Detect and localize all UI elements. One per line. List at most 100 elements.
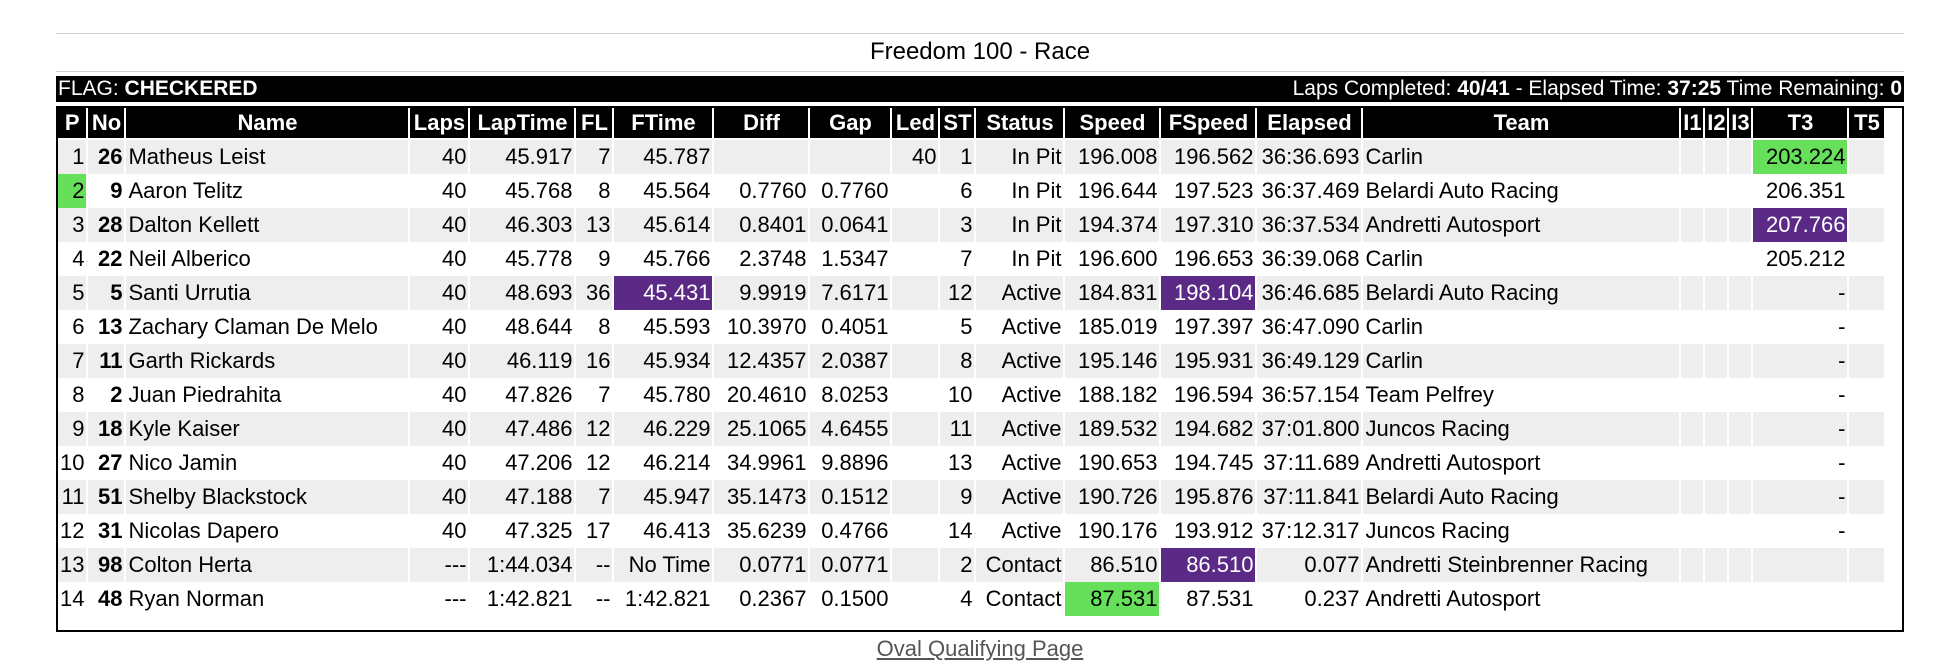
cell-laptime: 48.644 — [470, 310, 575, 344]
cell-led — [892, 378, 939, 412]
column-header-diff: Diff — [714, 108, 809, 140]
cell-led — [892, 480, 939, 514]
cell-i3 — [1729, 242, 1752, 276]
cell-i3 — [1729, 378, 1752, 412]
cell-speed: 189.532 — [1065, 412, 1160, 446]
cell-ftime: 45.766 — [614, 242, 713, 276]
cell-no: 13 — [88, 310, 125, 344]
cell-t3: - — [1753, 310, 1848, 344]
cell-laptime: 47.188 — [470, 480, 575, 514]
flag-status-bar: FLAG: CHECKERED Laps Completed: 40/41 - … — [56, 76, 1904, 102]
cell-elapsed: 36:49.129 — [1257, 344, 1362, 378]
cell-i3 — [1729, 276, 1752, 310]
cell-speed: 190.653 — [1065, 446, 1160, 480]
cell-t5 — [1849, 276, 1885, 310]
cell-laptime: 47.486 — [470, 412, 575, 446]
cell-name: Aaron Telitz — [126, 174, 409, 208]
cell-t3: - — [1753, 378, 1848, 412]
cell-status: Active — [976, 378, 1064, 412]
elapsed-label: - Elapsed Time: — [1509, 77, 1662, 100]
column-header-name: Name — [126, 108, 409, 140]
laps-label: Laps Completed: — [1292, 77, 1452, 100]
cell-ftime: 45.947 — [614, 480, 713, 514]
cell-i1 — [1681, 344, 1704, 378]
cell-p: 10 — [58, 446, 87, 480]
cell-i3 — [1729, 582, 1752, 616]
cell-name: Ryan Norman — [126, 582, 409, 616]
cell-t3 — [1753, 582, 1848, 616]
cell-st: 2 — [940, 548, 975, 582]
flag-label: FLAG: — [58, 77, 119, 100]
cell-elapsed: 37:11.689 — [1257, 446, 1362, 480]
cell-fl: 7 — [576, 480, 613, 514]
cell-name: Nicolas Dapero — [126, 514, 409, 548]
cell-led — [892, 548, 939, 582]
cell-fl: 12 — [576, 446, 613, 480]
cell-fl: 16 — [576, 344, 613, 378]
table-row: 14 48 Ryan Norman --- 1:42.821 -- 1:42.821 0.23… — [58, 582, 1885, 616]
cell-fspeed: 194.682 — [1161, 412, 1256, 446]
title-rule — [56, 71, 1904, 72]
cell-i2 — [1705, 582, 1728, 616]
cell-i3 — [1729, 208, 1752, 242]
cell-laps: --- — [410, 582, 469, 616]
race-progress: Laps Completed: 40/41 - Elapsed Time: 37… — [1293, 76, 1902, 102]
cell-ftime: 45.787 — [614, 140, 713, 174]
cell-laptime: 47.826 — [470, 378, 575, 412]
cell-name: Juan Piedrahita — [126, 378, 409, 412]
cell-status: Active — [976, 310, 1064, 344]
cell-fl: -- — [576, 548, 613, 582]
table-row: 5 5 Santi Urrutia 40 48.693 36 45.431 9.9919 7.6… — [58, 276, 1885, 310]
oval-qualifying-link[interactable]: Oval Qualifying Page — [876, 636, 1084, 661]
cell-diff: 35.1473 — [714, 480, 809, 514]
cell-status: Active — [976, 514, 1064, 548]
cell-t5 — [1849, 582, 1885, 616]
cell-elapsed: 36:37.534 — [1257, 208, 1362, 242]
cell-laptime: 46.303 — [470, 208, 575, 242]
cell-i1 — [1681, 378, 1704, 412]
cell-status: In Pit — [976, 140, 1064, 174]
cell-laps: --- — [410, 548, 469, 582]
cell-name: Neil Alberico — [126, 242, 409, 276]
table-row: 1 26 Matheus Leist 40 45.917 7 45.787 40 1 In Pit… — [58, 140, 1885, 174]
cell-laps: 40 — [410, 378, 469, 412]
column-header-team: Team — [1363, 108, 1680, 140]
cell-laps: 40 — [410, 344, 469, 378]
column-header-fspeed: FSpeed — [1161, 108, 1256, 140]
table-row: 3 28 Dalton Kellett 40 46.303 13 45.614 0.8401 0… — [58, 208, 1885, 242]
cell-gap: 7.6171 — [810, 276, 891, 310]
cell-led — [892, 582, 939, 616]
cell-ftime: 45.564 — [614, 174, 713, 208]
cell-i2 — [1705, 548, 1728, 582]
cell-diff: 35.6239 — [714, 514, 809, 548]
cell-laps: 40 — [410, 140, 469, 174]
cell-led — [892, 310, 939, 344]
cell-st: 14 — [940, 514, 975, 548]
cell-laptime: 45.778 — [470, 242, 575, 276]
cell-i2 — [1705, 276, 1728, 310]
cell-i2 — [1705, 378, 1728, 412]
cell-elapsed: 37:11.841 — [1257, 480, 1362, 514]
cell-gap: 0.1500 — [810, 582, 891, 616]
cell-team: Juncos Racing — [1363, 514, 1680, 548]
remaining-value: 0 — [1890, 77, 1902, 100]
cell-i2 — [1705, 480, 1728, 514]
cell-led — [892, 276, 939, 310]
cell-gap: 9.8896 — [810, 446, 891, 480]
cell-fl: 17 — [576, 514, 613, 548]
cell-laps: 40 — [410, 310, 469, 344]
cell-diff: 25.1065 — [714, 412, 809, 446]
cell-i3 — [1729, 480, 1752, 514]
cell-p: 4 — [58, 242, 87, 276]
cell-gap: 0.0771 — [810, 548, 891, 582]
column-header-speed: Speed — [1065, 108, 1160, 140]
cell-team: Team Pelfrey — [1363, 378, 1680, 412]
table-row: 9 18 Kyle Kaiser 40 47.486 12 46.229 25.1065 4.6… — [58, 412, 1885, 446]
cell-laptime: 45.917 — [470, 140, 575, 174]
cell-status: Active — [976, 344, 1064, 378]
cell-p: 3 — [58, 208, 87, 242]
cell-team: Carlin — [1363, 140, 1680, 174]
cell-diff — [714, 140, 809, 174]
elapsed-value: 37:25 — [1667, 77, 1722, 100]
cell-i1 — [1681, 242, 1704, 276]
